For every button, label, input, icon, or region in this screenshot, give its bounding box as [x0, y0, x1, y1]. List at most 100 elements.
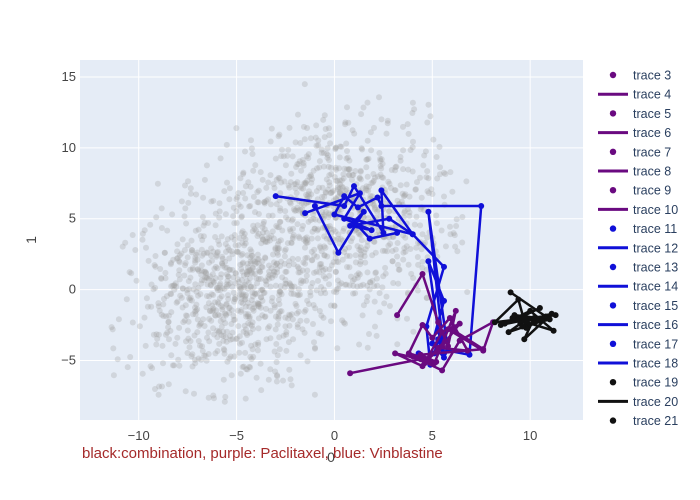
- cloud-point: [250, 258, 257, 264]
- cloud-point: [185, 178, 191, 185]
- legend-item[interactable]: trace 15: [609, 299, 678, 313]
- legend-item[interactable]: trace 21: [609, 414, 678, 428]
- series-point: [368, 227, 375, 234]
- cloud-point: [313, 142, 320, 149]
- cloud-point: [282, 280, 289, 287]
- cloud-point: [215, 329, 222, 336]
- cloud-point: [312, 345, 318, 352]
- cloud-point: [139, 370, 146, 377]
- cloud-point: [168, 291, 175, 298]
- cloud-point: [276, 288, 283, 295]
- cloud-point: [223, 300, 230, 307]
- cloud-point: [189, 247, 196, 254]
- cloud-point: [193, 288, 200, 295]
- cloud-point: [332, 164, 339, 171]
- cloud-point: [363, 156, 370, 163]
- cloud-point: [386, 208, 393, 215]
- series-point: [441, 354, 447, 361]
- legend-item[interactable]: trace 7: [609, 145, 671, 159]
- cloud-point: [206, 293, 213, 300]
- legend-item[interactable]: trace 11: [609, 222, 677, 236]
- cloud-point: [247, 254, 254, 261]
- cloud-point: [200, 194, 207, 201]
- cloud-point: [336, 154, 343, 161]
- cloud-point: [184, 254, 191, 261]
- cloud-point: [198, 280, 205, 287]
- cloud-point: [357, 244, 364, 251]
- cloud-point: [185, 335, 192, 342]
- cloud-point: [189, 249, 195, 256]
- series-point: [480, 347, 487, 354]
- cloud-point: [320, 163, 327, 170]
- cloud-point: [248, 137, 254, 144]
- cloud-point: [304, 239, 311, 246]
- legend-item[interactable]: trace 8: [598, 165, 671, 179]
- cloud-point: [326, 266, 333, 273]
- legend-item[interactable]: trace 12: [598, 241, 678, 255]
- cloud-point: [324, 145, 331, 152]
- legend-item[interactable]: trace 3: [609, 69, 671, 83]
- cloud-point: [223, 312, 229, 319]
- cloud-point: [211, 395, 217, 402]
- legend-item[interactable]: trace 18: [598, 357, 678, 371]
- legend-item[interactable]: trace 16: [598, 318, 678, 332]
- cloud-point: [419, 264, 426, 271]
- cloud-point: [181, 272, 188, 279]
- cloud-point: [286, 258, 293, 265]
- cloud-point: [326, 272, 333, 279]
- legend-item[interactable]: trace 17: [609, 337, 678, 351]
- cloud-point: [273, 378, 280, 385]
- cloud-point: [298, 167, 305, 174]
- legend-item[interactable]: trace 14: [598, 280, 678, 294]
- cloud-point: [229, 267, 236, 273]
- legend-item[interactable]: trace 20: [598, 395, 678, 409]
- cloud-point: [133, 277, 140, 284]
- cloud-point: [299, 326, 306, 333]
- cloud-point: [226, 266, 233, 273]
- cloud-point: [326, 182, 333, 189]
- cloud-point: [382, 264, 389, 271]
- cloud-point: [324, 253, 331, 260]
- cloud-point: [248, 322, 255, 329]
- legend-label: trace 9: [633, 184, 671, 198]
- cloud-point: [221, 310, 228, 317]
- cloud-point: [205, 275, 212, 282]
- legend-item[interactable]: trace 6: [598, 126, 671, 140]
- cloud-point: [253, 374, 260, 381]
- cloud-point: [302, 180, 309, 187]
- legend-item[interactable]: trace 10: [598, 203, 678, 217]
- cloud-point: [241, 322, 248, 329]
- cloud-point: [321, 252, 328, 259]
- cloud-point: [245, 311, 252, 318]
- cloud-point: [316, 308, 323, 314]
- legend-item[interactable]: trace 5: [609, 107, 671, 121]
- cloud-point: [295, 111, 301, 118]
- cloud-point: [463, 178, 470, 185]
- x-tick-label: 0: [331, 428, 338, 443]
- cloud-point: [156, 383, 163, 390]
- cloud-point: [259, 233, 266, 240]
- cloud-point: [165, 381, 172, 388]
- cloud-point: [255, 300, 262, 307]
- cloud-point: [328, 189, 335, 196]
- cloud-point: [158, 311, 165, 318]
- x-axis-title: 0: [327, 449, 335, 465]
- cloud-point: [327, 140, 334, 147]
- cloud-point: [222, 258, 229, 265]
- cloud-point: [344, 264, 350, 270]
- cloud-point: [192, 360, 199, 367]
- cloud-point: [295, 308, 302, 315]
- legend-item[interactable]: trace 4: [598, 88, 671, 102]
- cloud-point: [213, 285, 220, 292]
- cloud-point: [319, 193, 326, 200]
- cloud-point: [322, 290, 329, 297]
- legend-item[interactable]: trace 9: [609, 184, 671, 198]
- legend-item[interactable]: trace 13: [609, 261, 678, 275]
- cloud-point: [198, 262, 205, 269]
- legend[interactable]: trace 3 trace 4 trace 5 trace 6 trace 7 trace…: [598, 69, 678, 429]
- cloud-point: [207, 282, 214, 289]
- cloud-point: [343, 186, 350, 193]
- cloud-point: [319, 184, 326, 191]
- cloud-point: [318, 312, 325, 319]
- legend-item[interactable]: trace 19: [609, 376, 678, 390]
